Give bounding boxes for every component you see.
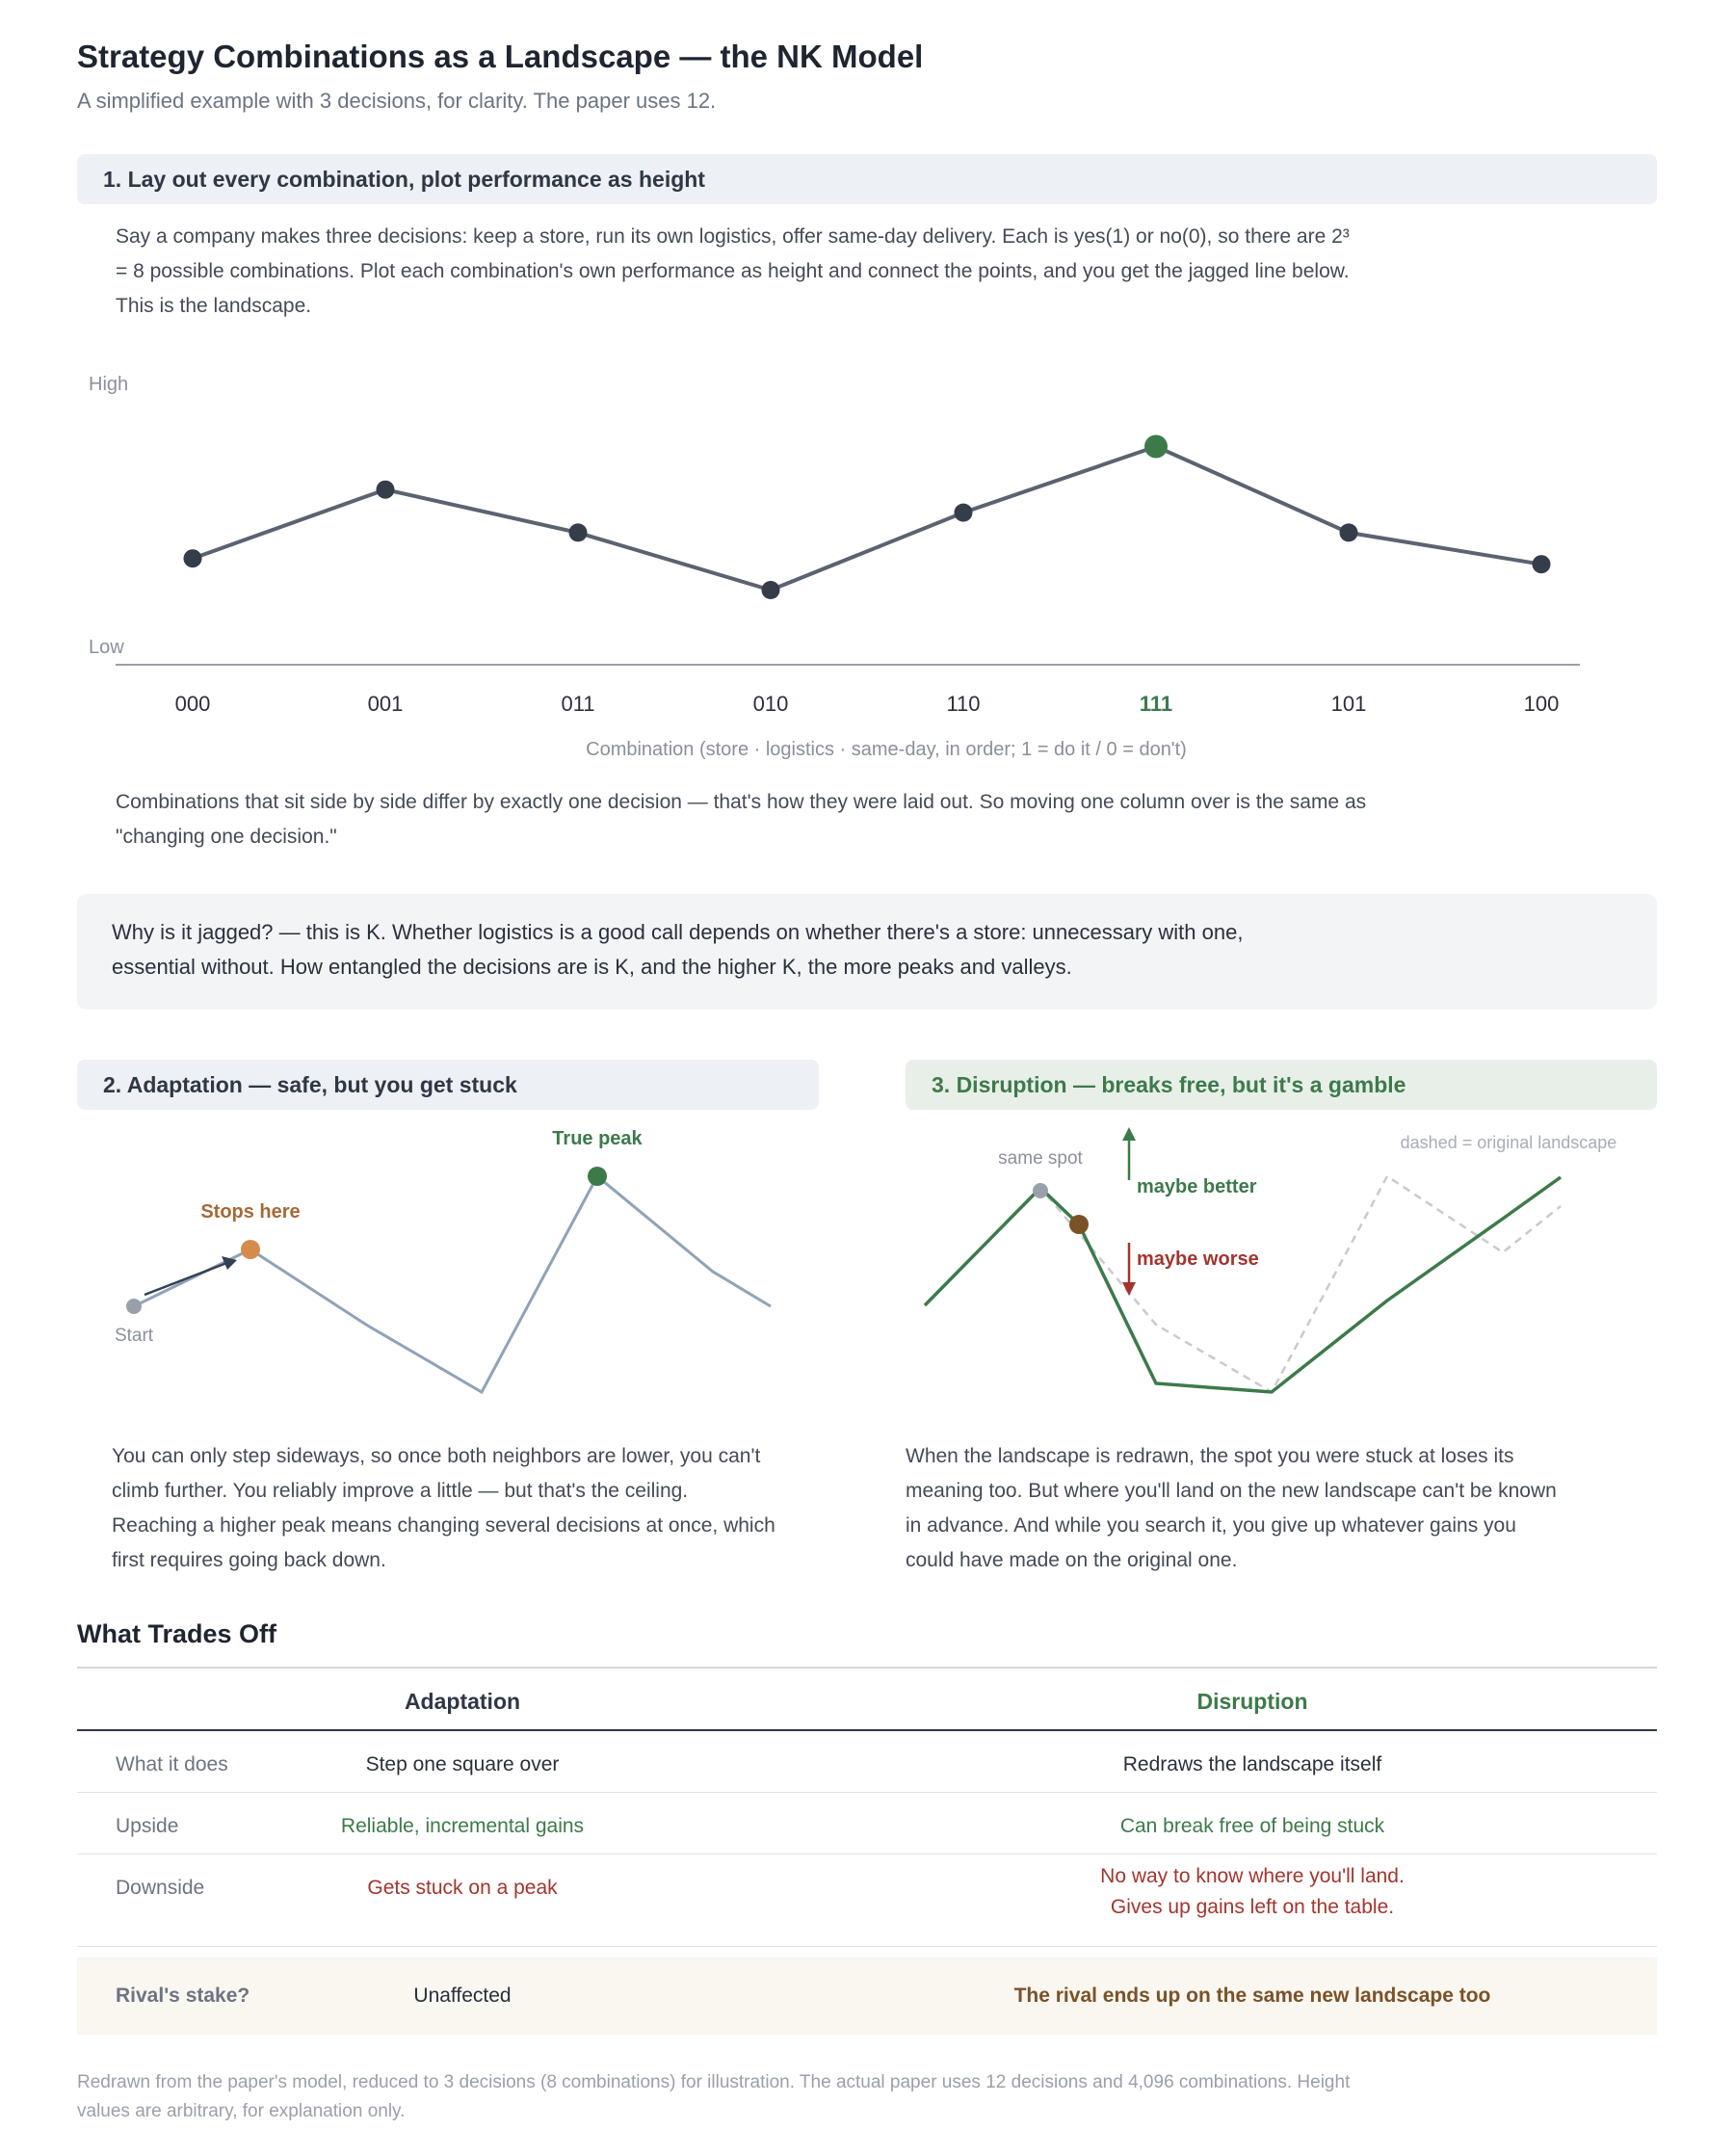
- y-tick-low: Low: [89, 637, 124, 658]
- table-top-rule: [77, 1667, 1657, 1669]
- disruption-downside: No way to know where you'll land. Gives …: [963, 1861, 1541, 1923]
- stuck-point: [241, 1240, 260, 1259]
- table-header-rule: [77, 1729, 1657, 1731]
- true-peak-label: True peak: [552, 1128, 643, 1149]
- col-header-disruption: Disruption: [1196, 1689, 1308, 1714]
- disruption-line-3: in advance. And while you search it, you…: [906, 1514, 1516, 1537]
- data-point: [376, 480, 395, 499]
- adaptation-line-1: You can only step sideways, so once both…: [112, 1445, 761, 1467]
- disruption-what-it-does: Redraws the landscape itself: [1122, 1753, 1382, 1775]
- section-1-heading: 1. Lay out every combination, plot perfo…: [77, 154, 1657, 204]
- footnote-line-2: values are arbitrary, for explanation on…: [77, 2101, 406, 2121]
- intro-line-1: Say a company makes three decisions: kee…: [116, 225, 1350, 248]
- footnote: Redrawn from the paper's model, reduced …: [77, 2068, 1657, 2126]
- callout-line-1: Why is it jagged? — this is K. Whether l…: [112, 920, 1244, 944]
- adaptation-diagram: Stops here True peak Start: [115, 1128, 772, 1395]
- section-1-explanation: Combinations that sit side by side diffe…: [116, 785, 1618, 855]
- worse-arrowhead: [1122, 1282, 1136, 1296]
- adaptation-what-it-does: Step one square over: [365, 1753, 560, 1775]
- adaptation-line-2: climb further. You reliably improve a li…: [112, 1480, 689, 1502]
- disruption-line-2: meaning too. But where you'll land on th…: [906, 1480, 1557, 1502]
- disruption-upside: Can break free of being stuck: [1119, 1815, 1385, 1837]
- data-point: [1532, 555, 1551, 574]
- x-tick-label: 011: [561, 692, 594, 716]
- data-point-peak: [1144, 434, 1168, 459]
- x-tick-label: 101: [1331, 692, 1367, 716]
- tradeoffs-heading: What Trades Off: [77, 1619, 277, 1648]
- x-tick-label: 110: [946, 692, 980, 716]
- start-label: Start: [115, 1326, 154, 1346]
- row-label-rival-stake: Rival's stake?: [116, 1985, 250, 2007]
- x-axis-title: Combination (store · logistics · same-da…: [586, 739, 1187, 760]
- k-callout: Why is it jagged? — this is K. Whether l…: [77, 894, 1657, 1010]
- true-peak-point: [588, 1167, 607, 1186]
- data-point: [954, 503, 973, 522]
- x-tick-label: 100: [1524, 692, 1560, 716]
- landing-point: [1069, 1215, 1089, 1234]
- adaptation-line-4: first requires going back down.: [112, 1549, 386, 1571]
- intro-line-2: = 8 possible combinations. Plot each com…: [116, 260, 1350, 282]
- section-3-text: When the landscape is redrawn, the spot …: [906, 1439, 1657, 1578]
- landscape-line-chart: High Low 000 001 011 010 110 111 101 100 Combin…: [89, 374, 1580, 760]
- new-landscape-line: [923, 1175, 1563, 1394]
- table-row-divider: [77, 1792, 1657, 1793]
- page-title: Strategy Combinations as a Landscape — t…: [77, 39, 924, 74]
- x-tick-label: 000: [175, 692, 211, 716]
- col-header-adaptation: Adaptation: [404, 1689, 521, 1714]
- step-arrowhead: [222, 1256, 237, 1270]
- start-point: [126, 1299, 142, 1314]
- explanation-line-2: "changing one decision.": [116, 826, 337, 848]
- x-tick-label: 010: [753, 692, 789, 716]
- landscape-series-line: [192, 444, 1542, 592]
- adaptation-line-3: Reaching a higher peak means changing se…: [112, 1514, 775, 1537]
- row-label-upside: Upside: [116, 1815, 179, 1837]
- section-1-intro: Say a company makes three decisions: kee…: [116, 220, 1618, 324]
- section-3-heading: 3. Disruption — breaks free, but it's a …: [906, 1060, 1657, 1110]
- adaptation-upside: Reliable, incremental gains: [340, 1815, 585, 1837]
- page-subtitle: A simplified example with 3 decisions, f…: [77, 89, 717, 113]
- same-spot-label: same spot: [998, 1148, 1083, 1169]
- disruption-diagram: same spot maybe better maybe worse dashe…: [923, 1127, 1617, 1394]
- disruption-line-4: could have made on the original one.: [906, 1549, 1238, 1571]
- disruption-downside-line-1: No way to know where you'll land.: [1100, 1865, 1405, 1887]
- row-label-what-it-does: What it does: [116, 1753, 228, 1775]
- step-arrow: [144, 1260, 230, 1297]
- disruption-downside-line-2: Gives up gains left on the table.: [1110, 1896, 1395, 1918]
- disruption-rival-stake: The rival ends up on the same new landsc…: [1013, 1985, 1491, 2007]
- data-point: [183, 549, 202, 568]
- rival-stake-row: [77, 1958, 1657, 2035]
- adaptation-downside: Gets stuck on a peak: [367, 1877, 558, 1899]
- y-tick-high: High: [89, 374, 128, 395]
- row-label-downside: Downside: [116, 1877, 205, 1899]
- section-2-text: You can only step sideways, so once both…: [112, 1439, 844, 1578]
- better-arrowhead: [1122, 1127, 1136, 1141]
- intro-line-3: This is the landscape.: [116, 295, 312, 317]
- adaptation-rival-stake: Unaffected: [413, 1985, 512, 2007]
- data-point: [568, 523, 588, 542]
- x-tick-label: 001: [368, 692, 404, 716]
- maybe-worse-label: maybe worse: [1137, 1249, 1259, 1270]
- data-point: [761, 581, 780, 599]
- explanation-line-1: Combinations that sit side by side diffe…: [116, 791, 1367, 813]
- dashed-legend-label: dashed = original landscape: [1401, 1133, 1617, 1152]
- footnote-line-1: Redrawn from the paper's model, reduced …: [77, 2072, 1351, 2092]
- same-spot-point: [1033, 1183, 1048, 1198]
- disruption-line-1: When the landscape is redrawn, the spot …: [906, 1445, 1514, 1467]
- section-2-heading: 2. Adaptation — safe, but you get stuck: [77, 1060, 819, 1110]
- maybe-better-label: maybe better: [1137, 1176, 1257, 1197]
- data-point: [1339, 523, 1358, 542]
- x-tick-label: 111: [1140, 692, 1172, 716]
- callout-line-2: essential without. How entangled the dec…: [112, 955, 1072, 979]
- stops-here-label: Stops here: [200, 1201, 300, 1223]
- table-row-divider: [77, 1946, 1657, 1947]
